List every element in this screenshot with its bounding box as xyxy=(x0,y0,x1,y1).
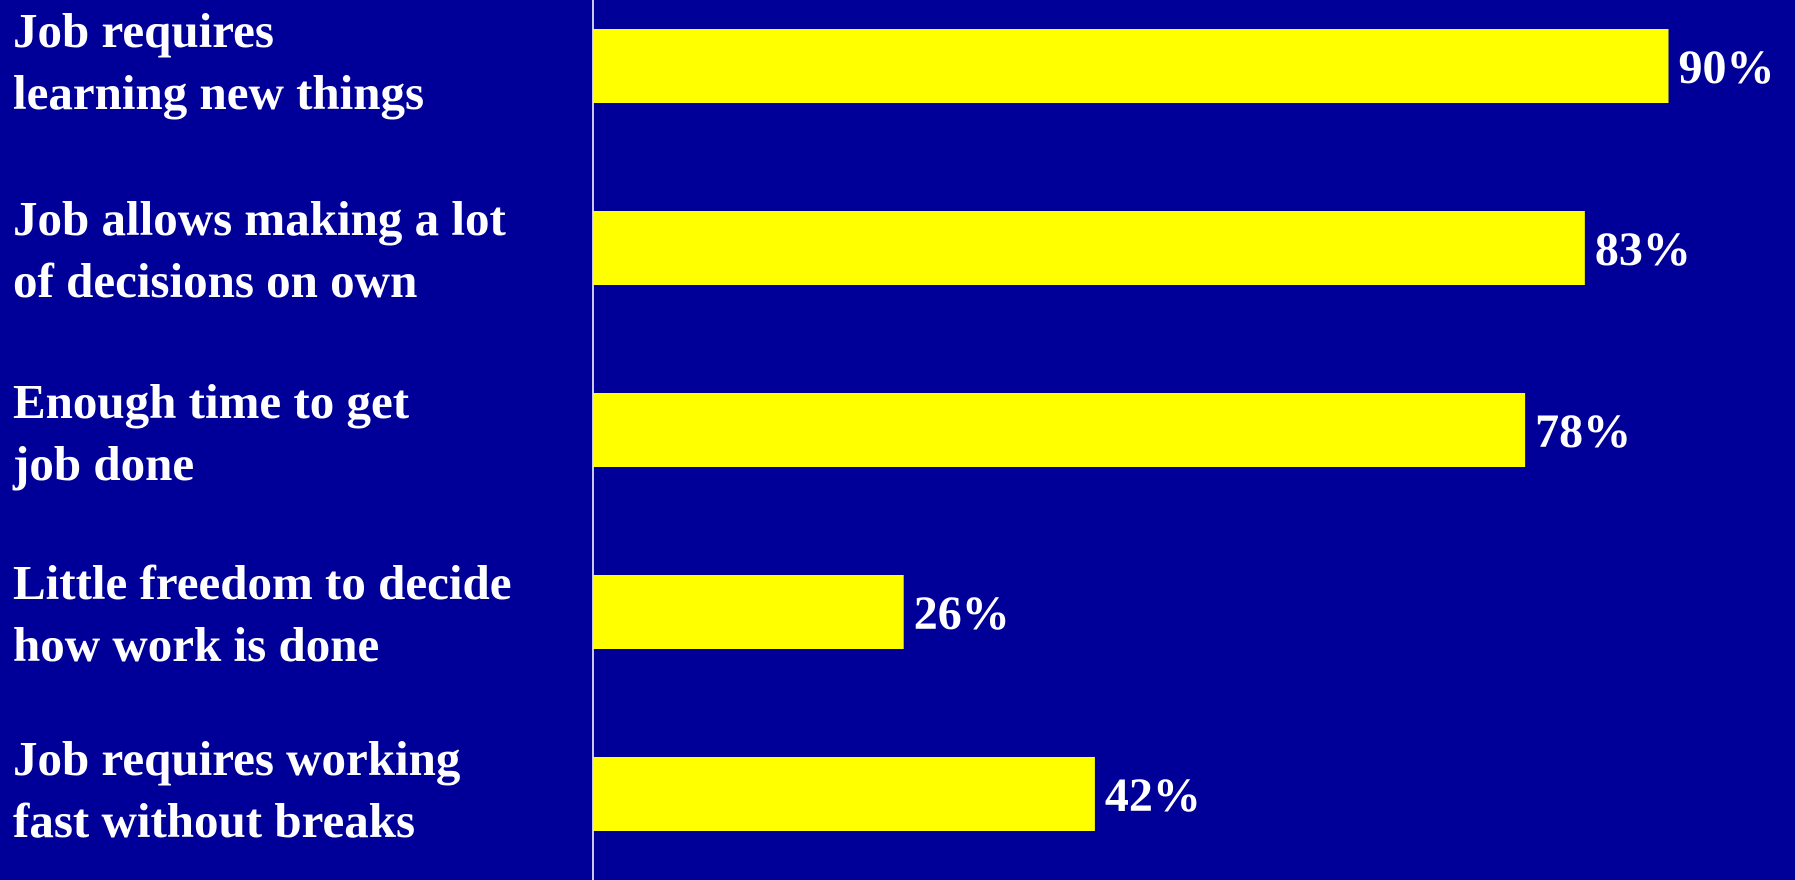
bar xyxy=(593,29,1669,103)
value-label: 90% xyxy=(1679,41,1775,94)
category-label: Job requires working fast without breaks xyxy=(13,731,461,848)
bar xyxy=(593,211,1585,285)
value-label: 42% xyxy=(1105,769,1201,822)
bar xyxy=(593,393,1526,467)
bar xyxy=(593,575,904,649)
bar xyxy=(593,757,1095,831)
category-label: Job requires learning new things xyxy=(13,3,425,120)
category-label: Enough time to get job done xyxy=(13,374,410,491)
category-label: Job allows making a lot of decisions on … xyxy=(13,191,506,308)
value-label: 78% xyxy=(1535,405,1631,458)
category-label: Little freedom to decide how work is don… xyxy=(13,555,512,672)
value-label: 83% xyxy=(1595,223,1691,276)
value-label: 26% xyxy=(914,587,1010,640)
